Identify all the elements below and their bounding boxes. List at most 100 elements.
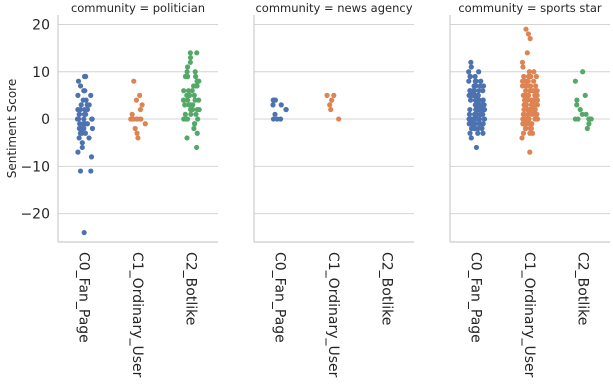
data-point [187,59,193,65]
data-point [466,92,472,98]
data-point [524,116,531,122]
data-point [187,50,193,56]
data-point [272,111,278,117]
y-axis-title: Sentiment Score [5,79,19,178]
data-point [471,83,477,89]
data-point [579,111,585,117]
data-point [528,97,535,103]
data-point [79,130,85,136]
data-point [270,102,276,108]
data-point [84,106,91,113]
data-point [480,97,486,103]
data-point [76,135,82,141]
data-point [481,116,487,122]
data-point [329,97,335,103]
data-point [477,83,483,89]
data-point [466,78,472,84]
data-point [468,135,474,141]
data-point [139,102,145,108]
data-point [191,121,198,127]
data-point [81,116,87,122]
data-point [534,88,540,94]
data-point [185,88,192,94]
data-point [184,69,190,75]
data-point [588,116,594,122]
data-point [83,73,89,80]
data-point [77,121,83,127]
data-point [283,106,289,113]
data-point [521,97,528,103]
data-point [194,50,200,56]
data-point [331,92,337,98]
data-point [521,78,527,84]
data-point [77,83,84,89]
data-point [79,140,85,146]
y-tick-label: 20 [32,17,50,33]
data-point [480,88,486,94]
x-tick-label: C2_Botlike [574,252,590,325]
data-point [523,26,529,32]
data-point [274,116,280,122]
x-tick-label: C1_Ordinary_User [325,252,341,378]
facet-title: community = politician [71,1,205,15]
data-point [520,64,526,70]
data-point [532,116,538,122]
data-point [466,69,472,75]
data-point [194,130,200,136]
data-point [531,78,537,84]
data-point [474,116,480,122]
x-tick-label: C2_Botlike [182,252,198,325]
data-point [187,54,194,61]
data-point [192,69,198,75]
data-point [534,97,540,103]
data-point [185,97,191,103]
data-point [81,125,87,132]
data-point [137,116,143,122]
data-point [467,97,474,103]
data-point [527,130,533,136]
data-point [132,125,138,132]
data-point [278,102,284,108]
data-point [525,78,531,84]
data-point [475,130,481,136]
data-point [328,106,334,113]
data-point [477,111,483,117]
data-point [187,102,193,108]
data-point [190,106,196,113]
data-point [88,154,95,160]
data-point [86,135,92,141]
data-point [78,102,84,108]
x-tick-label: C2_Botlike [378,252,394,325]
data-point [521,102,527,108]
data-point [467,73,474,80]
data-point [195,78,201,84]
data-point [524,121,530,127]
data-point [184,64,191,70]
x-tick-label: C1_Ordinary_User [521,252,537,378]
data-point [479,125,485,132]
data-point [191,92,197,98]
data-point [137,92,143,98]
data-point [185,73,191,80]
data-point [471,88,478,94]
y-tick-label: −20 [20,207,50,223]
data-point [183,116,189,122]
data-point [194,106,200,113]
data-point [191,125,197,132]
data-point [76,111,83,117]
data-point [481,106,487,113]
data-point [473,144,480,151]
data-point [88,92,94,98]
data-point [196,97,202,103]
data-point [131,78,137,84]
data-point [129,111,135,117]
data-point [533,73,540,80]
data-point [193,111,199,117]
data-point [128,116,134,122]
data-point [89,125,96,132]
data-point [467,130,473,136]
data-point [583,111,589,117]
data-point [480,121,486,127]
data-point [336,116,342,122]
data-point [142,121,148,127]
